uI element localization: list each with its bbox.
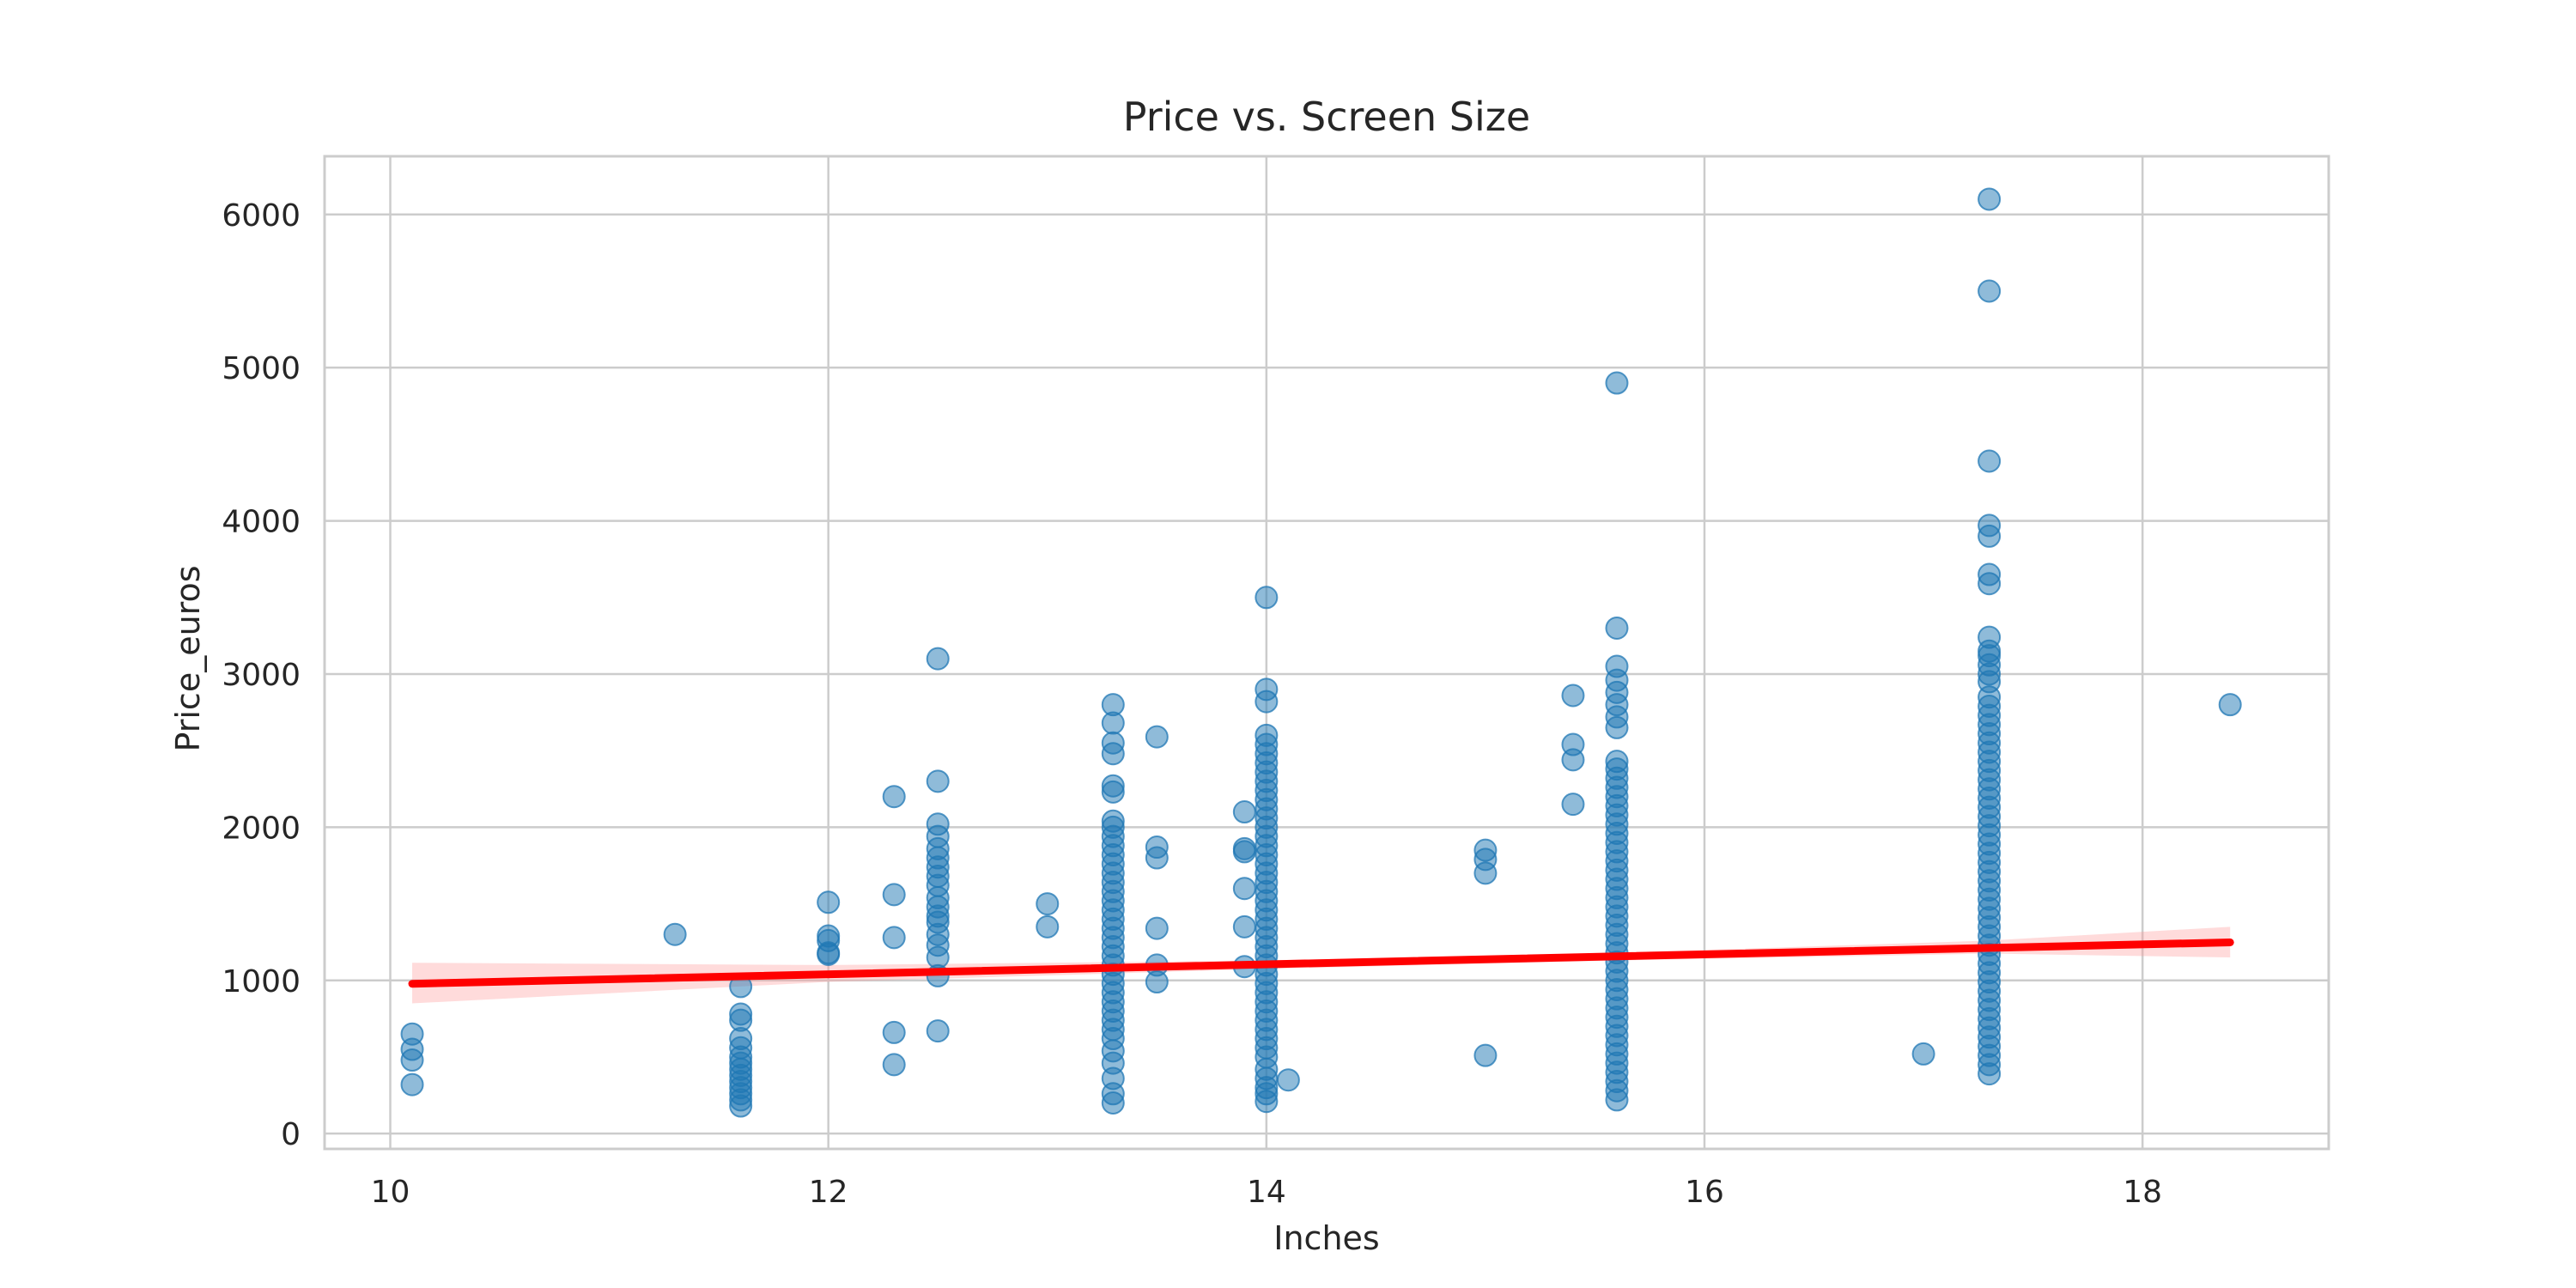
data-point (1232, 800, 1256, 824)
data-point (1255, 723, 1279, 747)
data-point (882, 1020, 906, 1044)
data-point (1978, 562, 2002, 586)
y-tick-label: 2000 (222, 811, 301, 846)
data-point (1145, 835, 1169, 860)
y-tick-label: 1000 (222, 964, 301, 999)
y-axis-label: Price_euros (169, 566, 207, 752)
data-point (2218, 693, 2242, 717)
data-point (1101, 774, 1125, 798)
data-point (817, 890, 841, 914)
y-tick-label: 4000 (222, 505, 301, 540)
data-point (1232, 914, 1256, 939)
data-point (1561, 793, 1585, 817)
x-tick-label: 10 (371, 1175, 410, 1210)
y-tick-label: 6000 (222, 198, 301, 234)
data-point (926, 1019, 950, 1043)
data-point (663, 922, 687, 946)
data-point (1101, 731, 1125, 755)
data-point (1232, 836, 1256, 860)
data-point (1036, 914, 1060, 939)
grid (325, 156, 2329, 1149)
y-tick-label: 3000 (222, 658, 301, 693)
data-point (400, 1022, 424, 1046)
data-point (1561, 732, 1585, 756)
data-point (1605, 616, 1629, 640)
data-point (1978, 625, 2002, 649)
data-point (1911, 1042, 1935, 1066)
data-point (1605, 371, 1629, 395)
data-point (1605, 654, 1629, 678)
y-tick-label: 5000 (222, 351, 301, 386)
data-point (1101, 693, 1125, 717)
data-point (1978, 187, 2002, 211)
data-point (400, 1072, 424, 1097)
data-point (1561, 683, 1585, 708)
data-point (1978, 513, 2002, 538)
chart-title: Price vs. Screen Size (1123, 94, 1530, 140)
data-point (817, 924, 841, 948)
plot-frame (323, 155, 2330, 1151)
data-point (729, 1002, 753, 1026)
x-axis-label: Inches (1273, 1219, 1379, 1257)
data-point (1101, 809, 1125, 833)
data-point (1473, 1043, 1498, 1067)
data-point (926, 769, 950, 793)
regression-line (408, 939, 2234, 988)
data-point (1978, 279, 2002, 303)
x-tick-label: 18 (2123, 1175, 2162, 1210)
data-point (882, 785, 906, 809)
data-point (882, 926, 906, 950)
points-layer (400, 187, 2242, 1118)
y-tick-label: 0 (281, 1117, 301, 1152)
data-point (1978, 449, 2002, 473)
data-point (882, 1053, 906, 1077)
data-point (1473, 838, 1498, 862)
x-tick-label: 14 (1247, 1175, 1286, 1210)
data-point (1255, 677, 1279, 702)
x-tick-label: 12 (809, 1175, 848, 1210)
data-point (926, 647, 950, 671)
data-point (1605, 750, 1629, 774)
x-tick-label: 16 (1685, 1175, 1724, 1210)
data-point (1232, 877, 1256, 901)
data-point (1255, 586, 1279, 610)
data-point (882, 883, 906, 907)
data-point (1276, 1068, 1300, 1092)
data-point (1036, 892, 1060, 916)
data-point (926, 812, 950, 836)
data-point (1145, 916, 1169, 940)
tick-labels: 10 12 14 16 18 0 1000 2000 3000 4000 5000 6000 (222, 198, 2162, 1210)
regression-line-layer (408, 939, 2234, 988)
data-point (1145, 725, 1169, 749)
